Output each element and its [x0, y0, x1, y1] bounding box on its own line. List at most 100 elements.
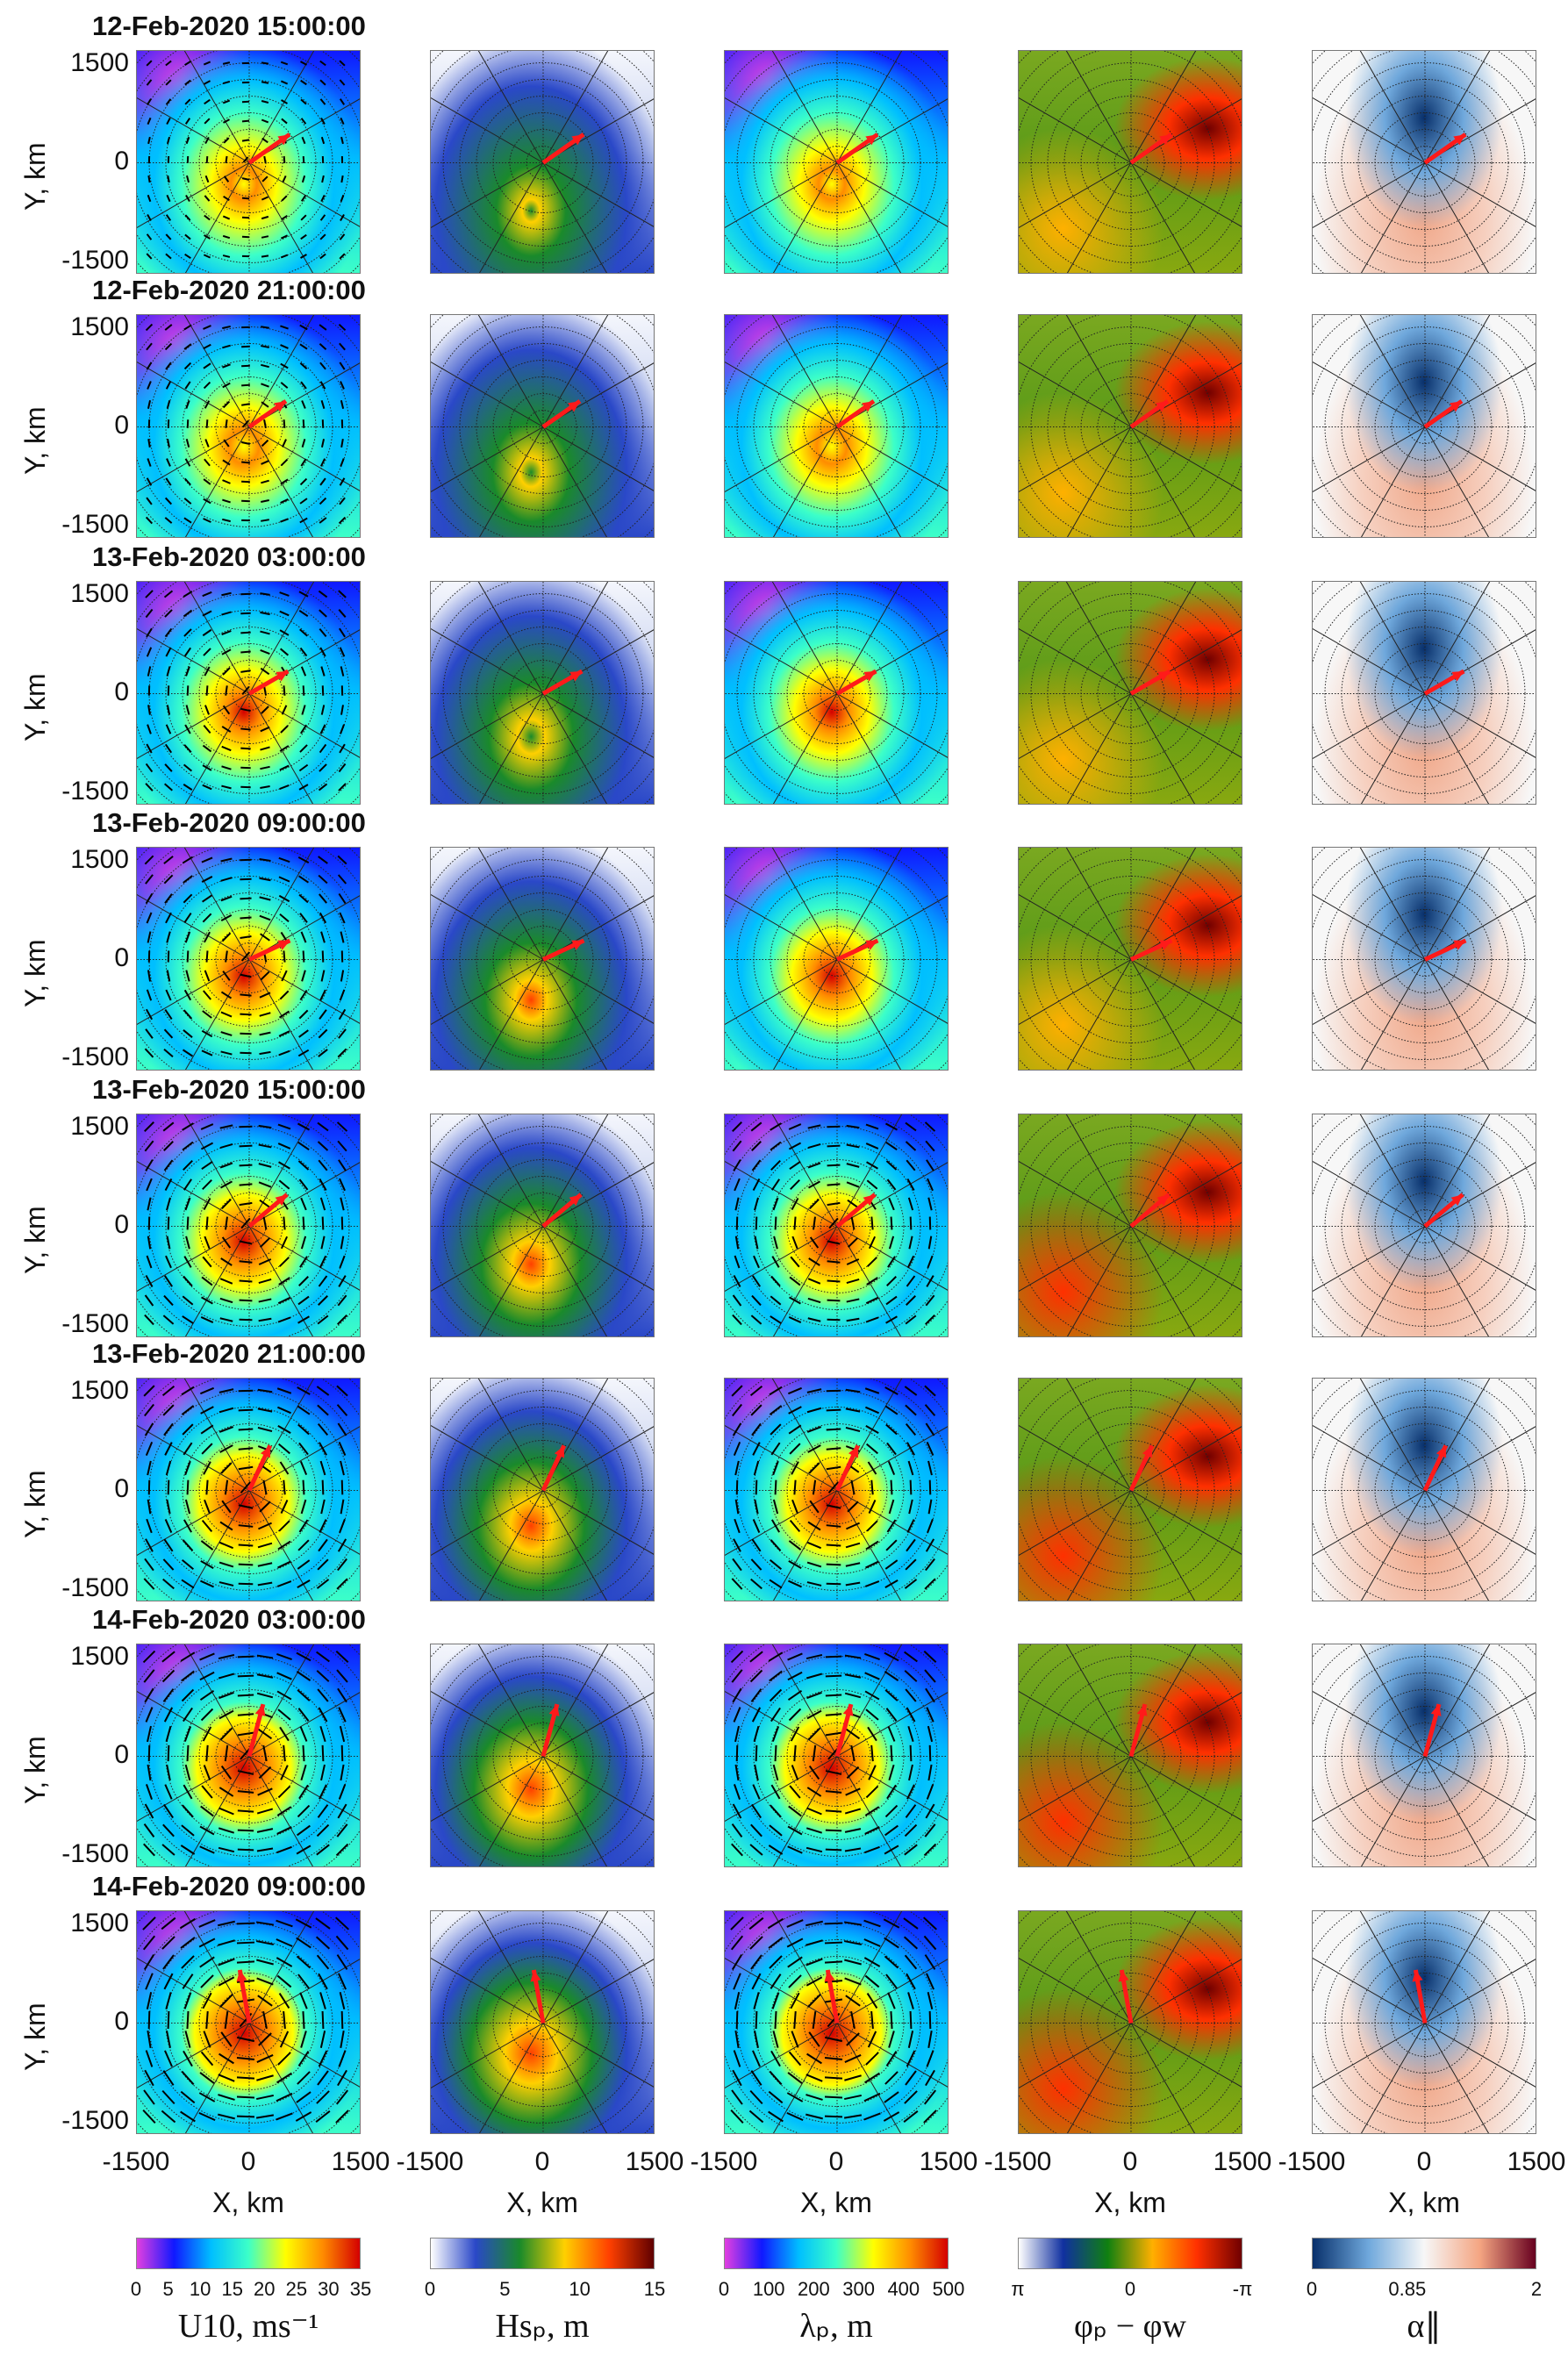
wind-vector — [261, 196, 269, 201]
y-tick-label: -1500 — [61, 2106, 129, 2135]
polar-grid — [1019, 1644, 1242, 1866]
wind-vector — [299, 1256, 308, 1268]
wind-vector — [809, 1500, 820, 1514]
wind-vector — [279, 1726, 290, 1742]
grid-circle — [182, 360, 317, 494]
wind-vector — [184, 61, 191, 66]
grid-spoke — [1066, 1490, 1132, 1601]
wind-vector — [337, 1048, 347, 1058]
colorbar-tick-label: 0 — [718, 2278, 730, 2300]
wind-vector — [734, 1255, 741, 1269]
wind-vector — [297, 1315, 310, 1324]
wind-vector — [336, 1385, 348, 1397]
wind-vector — [183, 744, 192, 753]
grid-circle — [182, 1689, 317, 1823]
wind-vector — [923, 1843, 937, 1857]
grid-circle — [803, 1193, 871, 1260]
grid-spoke — [542, 426, 654, 491]
grid-spoke — [725, 1425, 838, 1491]
grid-spoke — [184, 1490, 250, 1601]
wind-vector — [319, 989, 326, 1001]
wind-vector — [276, 1938, 293, 1947]
wind-vector — [754, 1236, 759, 1250]
wind-vector — [280, 344, 289, 349]
wind-vector — [145, 874, 154, 885]
wind-vector — [789, 1520, 801, 1532]
grid-circle — [770, 1159, 905, 1293]
wind-vector — [768, 2090, 784, 2104]
wind-vector — [163, 1048, 174, 1058]
polar-grid — [1019, 848, 1242, 1070]
wind-vector — [239, 1279, 253, 1283]
wind-vector — [166, 970, 171, 982]
grid-spoke — [1019, 162, 1132, 228]
grid-spoke — [1019, 1756, 1132, 1822]
wind-vector — [145, 1538, 154, 1552]
grid-circle — [736, 62, 938, 263]
grid-circle — [1324, 593, 1526, 794]
wind-vector — [220, 991, 233, 999]
wind-vector — [221, 1500, 232, 1514]
grid-spoke — [248, 2023, 314, 2133]
wind-vector — [220, 1011, 233, 1018]
wind-vector — [824, 1941, 843, 1945]
wind-vector — [827, 1201, 841, 1207]
wind-vector — [885, 1423, 898, 1436]
grid-spoke — [542, 1114, 609, 1227]
wind-vector — [791, 1461, 799, 1475]
wind-vector — [200, 1540, 214, 1551]
wind-vector — [258, 1258, 272, 1265]
wind-vector — [340, 117, 345, 125]
wind-vector — [318, 1028, 328, 1039]
grid-spoke — [1313, 97, 1426, 163]
grid-spoke — [137, 1691, 250, 1757]
wind-vector — [338, 1275, 347, 1287]
wind-vector — [925, 1314, 935, 1325]
grid-circle — [1030, 1656, 1232, 1857]
wind-vector — [200, 1579, 214, 1588]
grid-spoke — [137, 628, 250, 694]
grid-spoke — [1130, 848, 1197, 960]
wind-vector — [142, 1916, 156, 1930]
grid-spoke — [771, 1379, 838, 1491]
grid-spoke — [431, 894, 544, 960]
y-tick-label: -1500 — [61, 246, 129, 275]
wind-vector — [320, 194, 326, 203]
wind-vector — [218, 1541, 234, 1550]
wind-vector — [237, 1829, 254, 1832]
storm-motion-arrowhead — [848, 1445, 858, 1458]
y-tick-label: -1500 — [61, 510, 129, 539]
row-title: 13-Feb-2020 21:00:00 — [92, 1338, 366, 1369]
grid-spoke — [1019, 693, 1132, 759]
wind-vector — [340, 2030, 345, 2049]
wind-vector — [927, 1764, 933, 1781]
wind-vector — [316, 1954, 330, 1970]
wind-vector — [338, 1784, 347, 1800]
wind-vector — [321, 950, 325, 963]
wind-vector — [220, 2031, 233, 2047]
wind-vector — [281, 99, 288, 104]
wind-vector — [340, 214, 345, 221]
wind-vector — [297, 2051, 310, 2067]
grid-spoke — [542, 2023, 654, 2088]
wind-vector — [338, 609, 347, 618]
wind-vector — [320, 1236, 326, 1250]
wind-vector — [731, 2089, 743, 2105]
colorbar-label: φₚ − φw — [1073, 2308, 1187, 2345]
wind-vector — [184, 118, 191, 125]
wind-vector — [926, 1275, 934, 1287]
wind-vector — [317, 1804, 329, 1818]
grid-spoke — [1360, 162, 1426, 273]
wind-vector — [204, 931, 211, 943]
grid-spoke — [1313, 1490, 1426, 1556]
y-tick-label: 1500 — [70, 845, 129, 874]
wind-vector — [145, 892, 154, 905]
wind-vector — [183, 591, 193, 598]
wind-vector — [298, 784, 309, 791]
wind-vector — [200, 1406, 214, 1415]
wind-vector — [732, 2069, 742, 2087]
grid-spoke — [542, 1692, 654, 1757]
wind-vector — [147, 1197, 152, 1211]
wind-vector — [180, 2090, 196, 2104]
grid-spoke — [542, 1162, 654, 1227]
